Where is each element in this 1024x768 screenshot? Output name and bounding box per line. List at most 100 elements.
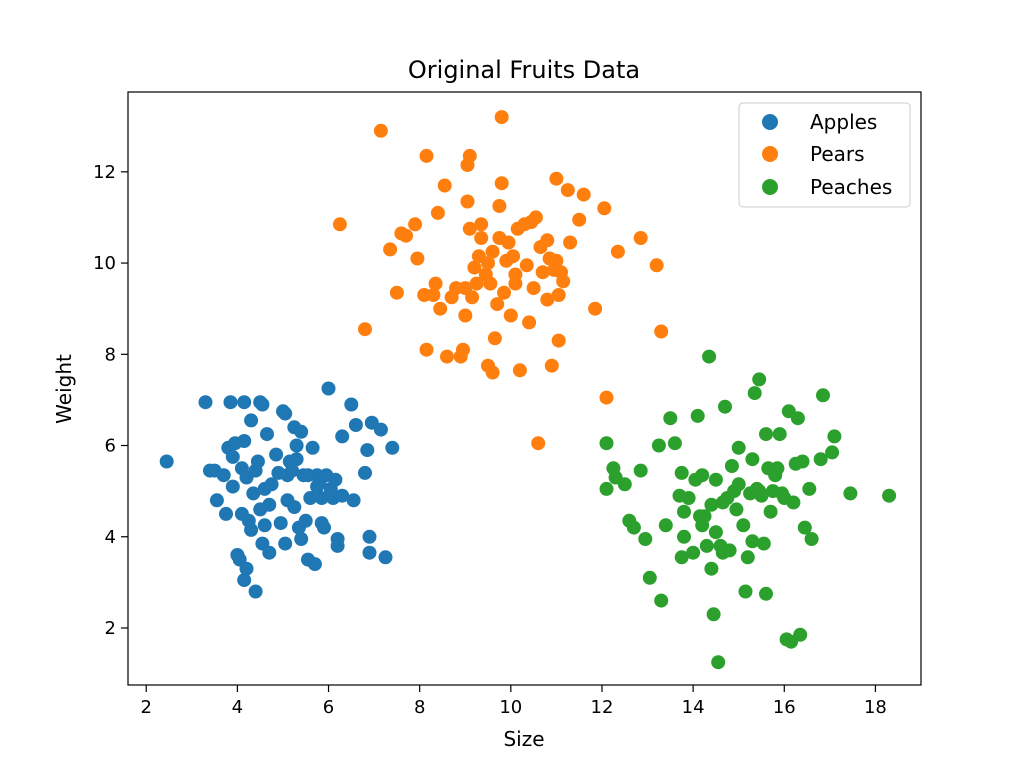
points-layer [159,110,897,670]
point-pears-79 [599,390,614,405]
point-apples-42 [278,406,293,421]
point-peaches-19 [677,529,691,544]
point-apples-79 [358,465,372,480]
x-tick-label: 6 [323,697,334,718]
y-tick-label: 4 [105,527,116,548]
point-pears-63 [540,233,555,248]
point-pears-21 [456,342,470,357]
point-peaches-0 [599,436,614,451]
legend: Apples Pears Peaches [738,102,911,208]
point-peaches-11 [654,593,669,608]
point-pears-74 [563,235,578,250]
point-pears-8 [410,251,425,266]
point-peaches-50 [747,386,762,401]
point-pears-48 [503,308,518,323]
point-peaches-30 [704,561,719,576]
point-apples-10 [225,479,240,494]
point-pears-78 [597,201,612,216]
point-peaches-6 [626,520,641,535]
point-peaches-43 [731,440,746,455]
point-peaches-21 [686,545,701,560]
point-pears-59 [528,210,543,225]
point-apples-40 [273,516,288,531]
legend-label-peaches: Peaches [810,175,892,199]
legend-marker-pears [762,146,778,162]
point-pears-15 [433,301,448,316]
point-pears-44 [494,176,509,191]
point-peaches-68 [786,495,801,510]
point-peaches-14 [667,436,682,451]
point-apples-6 [219,506,233,521]
point-pears-12 [426,288,441,302]
point-pears-28 [467,260,482,275]
point-peaches-75 [804,532,819,546]
point-peaches-17 [674,465,689,480]
point-peaches-85 [715,545,730,560]
point-apples-9 [225,449,240,464]
point-pears-26 [462,148,477,163]
point-apples-76 [344,397,359,412]
point-pears-81 [633,231,648,245]
point-pears-14 [430,205,445,220]
point-peaches-81 [882,488,897,503]
point-peaches-83 [729,502,744,517]
point-apples-36 [262,545,277,560]
point-apples-35 [262,497,277,512]
point-pears-29 [469,276,484,291]
y-tick-label: 8 [105,344,116,365]
y-tick-label: 6 [105,436,116,457]
point-peaches-34 [711,655,726,670]
point-peaches-74 [802,481,817,496]
point-pears-84 [462,221,477,236]
point-pears-36 [483,276,498,291]
point-apples-37 [264,477,279,492]
point-peaches-27 [699,538,714,553]
point-peaches-40 [724,459,739,473]
point-pears-51 [508,276,523,291]
point-pears-11 [419,148,434,163]
plot-frame [127,91,922,686]
point-apples-1 [198,395,213,410]
point-peaches-56 [759,586,773,601]
point-pears-60 [531,436,546,451]
x-tick-label: 14 [682,697,705,718]
point-peaches-70 [790,411,805,426]
point-pears-80 [610,244,625,259]
point-pears-58 [526,281,541,296]
point-apples-77 [346,493,361,508]
point-peaches-49 [745,452,760,467]
point-peaches-16 [674,550,689,565]
point-pears-73 [560,183,575,198]
point-pears-64 [540,292,555,307]
point-pears-56 [522,315,537,330]
point-peaches-23 [690,408,705,423]
point-pears-85 [549,253,564,268]
point-peaches-13 [663,411,678,426]
point-peaches-1 [599,481,614,496]
point-pears-49 [506,249,521,264]
point-pears-27 [465,290,480,305]
point-peaches-33 [708,525,723,540]
x-tick-label: 10 [499,697,522,718]
point-apples-34 [260,427,274,442]
x-tick-label: 12 [591,697,614,718]
point-pears-53 [512,363,527,378]
point-peaches-82 [695,468,710,483]
point-peaches-8 [638,532,653,546]
point-peaches-73 [797,520,812,535]
point-pears-0 [332,217,347,232]
point-peaches-9 [642,570,657,585]
point-pears-47 [501,235,516,250]
point-pears-82 [649,258,664,273]
point-peaches-84 [765,484,780,499]
point-apples-27 [250,454,265,469]
point-apples-74 [335,429,350,444]
point-pears-4 [389,285,404,300]
point-peaches-54 [754,488,769,503]
point-pears-72 [556,274,571,289]
point-peaches-12 [658,518,673,533]
point-apples-20 [239,561,254,576]
point-apples-8 [223,395,238,410]
point-apples-66 [317,520,331,535]
